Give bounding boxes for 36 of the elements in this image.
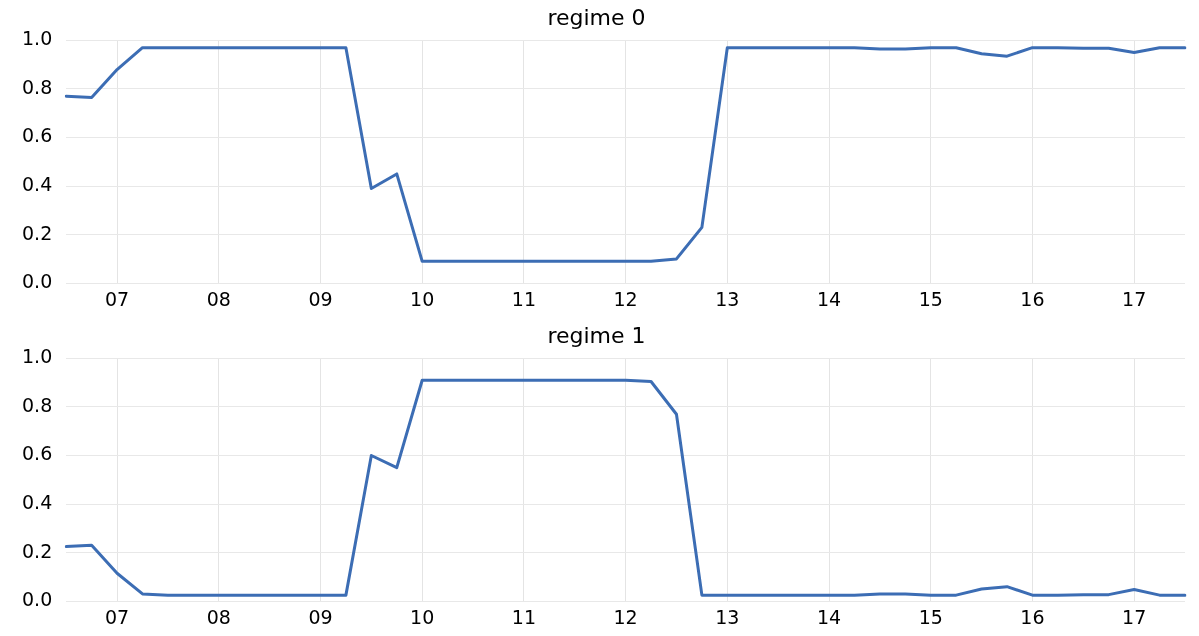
x-tick-label: 09 <box>308 605 333 628</box>
x-tick-label: 12 <box>613 287 638 310</box>
x-tick-label: 08 <box>206 287 231 310</box>
y-tick-label: 0.0 <box>22 270 53 293</box>
y-tick-label: 0.8 <box>22 393 53 416</box>
x-tick-label: 08 <box>206 605 231 628</box>
y-tick-label: 0.6 <box>22 442 53 465</box>
chart-title: regime 0 <box>547 4 646 30</box>
y-tick-label: 1.0 <box>22 27 53 50</box>
x-tick-label: 13 <box>715 605 740 628</box>
x-tick-label: 17 <box>1122 287 1147 310</box>
x-tick-label: 12 <box>613 605 638 628</box>
x-tick-label: 09 <box>308 287 333 310</box>
y-tick-label: 0.0 <box>22 588 53 611</box>
x-tick-label: 16 <box>1020 605 1045 628</box>
y-tick-label: 1.0 <box>22 345 53 368</box>
x-tick-label: 17 <box>1122 605 1147 628</box>
y-tick-label: 0.8 <box>22 75 53 98</box>
x-tick-label: 14 <box>816 287 842 310</box>
x-tick-label: 07 <box>104 605 130 628</box>
y-tick-label: 0.6 <box>22 124 53 147</box>
x-tick-label: 11 <box>511 287 536 310</box>
y-tick-label: 0.2 <box>22 221 53 244</box>
x-tick-label: 10 <box>410 287 435 310</box>
y-tick-label: 0.4 <box>22 491 53 514</box>
x-tick-label: 15 <box>918 287 943 310</box>
x-tick-label: 10 <box>410 605 435 628</box>
x-tick-label: 13 <box>715 287 740 310</box>
x-tick-label: 11 <box>511 605 536 628</box>
y-tick-label: 0.2 <box>22 539 53 562</box>
chart-title: regime 1 <box>547 322 646 348</box>
x-tick-label: 15 <box>918 605 943 628</box>
x-tick-label: 07 <box>104 287 130 310</box>
y-tick-label: 0.4 <box>22 173 53 196</box>
x-tick-label: 14 <box>816 605 842 628</box>
x-tick-label: 16 <box>1020 287 1045 310</box>
